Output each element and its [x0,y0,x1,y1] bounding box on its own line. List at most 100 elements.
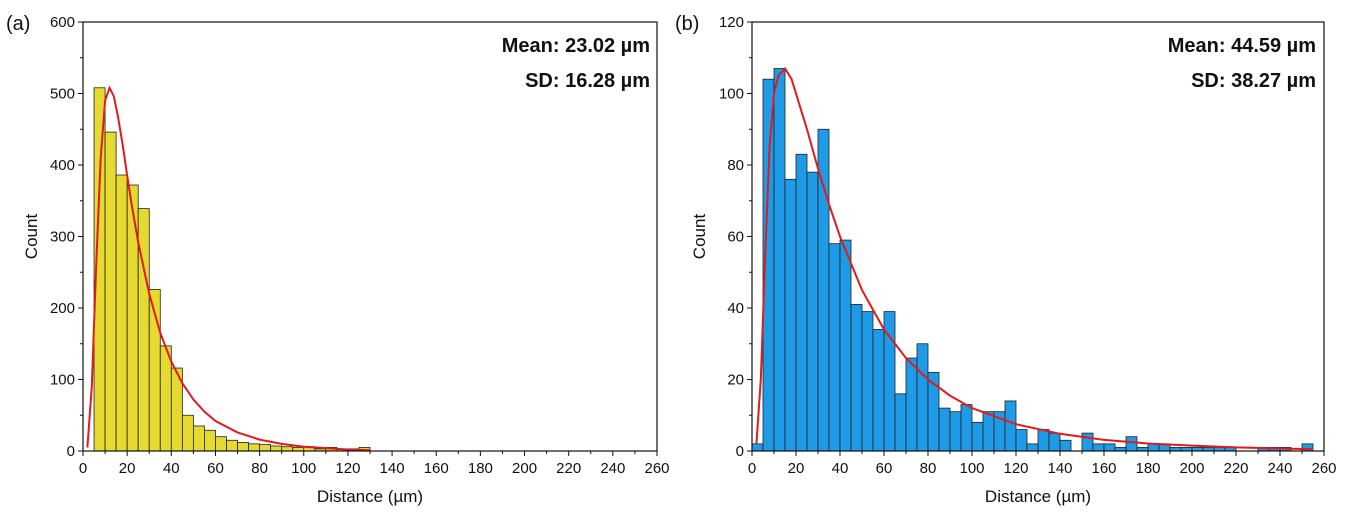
mean-annotation: Mean: 23.02 µm [502,35,650,57]
histogram-bar [215,436,227,452]
y-tick-label: 80 [727,157,744,174]
y-tick-label: 500 [50,86,75,103]
x-tick-label: 0 [748,460,756,477]
histogram-bar [1125,436,1138,452]
histogram-bar [226,439,238,452]
x-tick-label: 220 [556,460,581,477]
y-tick-label: 200 [50,300,75,317]
histogram-bar [126,184,139,452]
histogram-bar [181,414,194,452]
sd-annotation: SD: 16.28 µm [525,70,650,92]
mean-annotation: Mean: 44.59 µm [1168,35,1316,57]
x-tick-label: 220 [1223,460,1248,477]
x-tick-label: 40 [163,460,180,477]
x-tick-label: 60 [876,460,893,477]
x-tick-label: 260 [1311,460,1336,477]
y-tick-label: 20 [727,372,744,389]
histogram-bar [1059,439,1072,452]
histogram-bar [806,171,819,452]
histogram-bar [817,128,830,452]
x-axis-title: Distance (µm) [317,487,423,506]
y-axis-title: Count [690,214,709,260]
sd-annotation: SD: 38.27 µm [1191,70,1316,92]
fit-curve [755,66,1314,451]
x-tick-label: 140 [380,460,405,477]
histogram-bar [137,208,150,452]
histogram-bar [949,411,962,452]
histogram-bar [248,443,261,452]
histogram-bar [971,421,984,452]
x-axis-title: Distance (µm) [985,487,1091,506]
y-axis-title: Count [22,214,41,260]
y-tick-label: 100 [719,86,744,103]
histogram-bar [839,239,852,452]
histogram-bar [1048,432,1061,452]
y-tick-label: 600 [50,14,75,31]
x-tick-label: 240 [600,460,625,477]
histogram-bar [1026,443,1039,452]
histogram-bar [1081,432,1094,452]
x-tick-label: 180 [1135,460,1160,477]
panel-label: (a) [6,13,30,35]
y-tick-label: 0 [736,443,744,460]
x-tick-label: 240 [1267,460,1292,477]
histogram-bar [281,446,294,452]
histogram-bar [204,429,216,452]
histogram-bar [872,329,885,452]
histogram-bar [259,444,272,452]
y-tick-label: 60 [727,229,744,246]
x-tick-label: 20 [119,460,136,477]
y-tick-label: 120 [719,14,744,31]
x-tick-label: 200 [512,460,537,477]
y-tick-label: 400 [50,157,75,174]
x-tick-label: 200 [1179,460,1204,477]
histogram-bar [916,343,929,452]
histogram-bar [773,68,786,452]
histogram-bar [237,442,249,452]
histogram-bar [982,411,995,452]
histogram-bar [894,393,907,452]
panel-label: (b) [675,13,699,35]
x-tick-label: 100 [291,460,316,477]
y-tick-label: 0 [67,443,75,460]
histogram-bar [1037,429,1050,452]
histogram-bar [938,407,951,452]
x-tick-label: 60 [207,460,224,477]
x-tick-label: 100 [959,460,984,477]
x-tick-label: 120 [1003,460,1028,477]
x-tick-label: 180 [468,460,493,477]
panel-a: 0 20 40 60 80 100 120 140 160 180 200 220 240 260 0 100… [6,13,670,506]
histogram-bar [270,445,283,452]
x-tick-label: 120 [335,460,360,477]
histogram-bar [751,443,764,452]
x-tick-label: 20 [788,460,805,477]
y-tick-label: 40 [727,300,744,317]
x-tick-label: 0 [79,460,87,477]
histogram-bar [1015,429,1028,452]
histogram-bar [850,304,863,452]
x-tick-label: 80 [920,460,937,477]
histogram-bar [1103,443,1116,452]
x-tick-label: 160 [1091,460,1116,477]
x-tick-label: 80 [251,460,268,477]
histogram-bar [861,311,874,452]
x-tick-label: 140 [1047,460,1072,477]
histogram-bar [960,404,973,452]
histogram-bar [1004,400,1017,452]
fit-curve [86,85,371,452]
x-tick-label: 40 [832,460,849,477]
panel-b: 0 20 40 60 80 100 120 140 160 180 200 220 240 260 0 20 4… [675,13,1337,506]
histogram-bar [828,243,841,452]
x-tick-label: 160 [424,460,449,477]
x-tick-label: 260 [644,460,669,477]
histogram-bar [115,174,128,452]
y-tick-label: 100 [50,372,75,389]
histogram-bar [159,345,172,452]
y-tick-label: 300 [50,229,75,246]
histogram-bar [905,357,918,452]
histogram-bar [1092,443,1105,452]
histogram-bar [784,178,797,452]
histogram-bar [104,131,117,452]
histogram-bar [192,425,205,452]
